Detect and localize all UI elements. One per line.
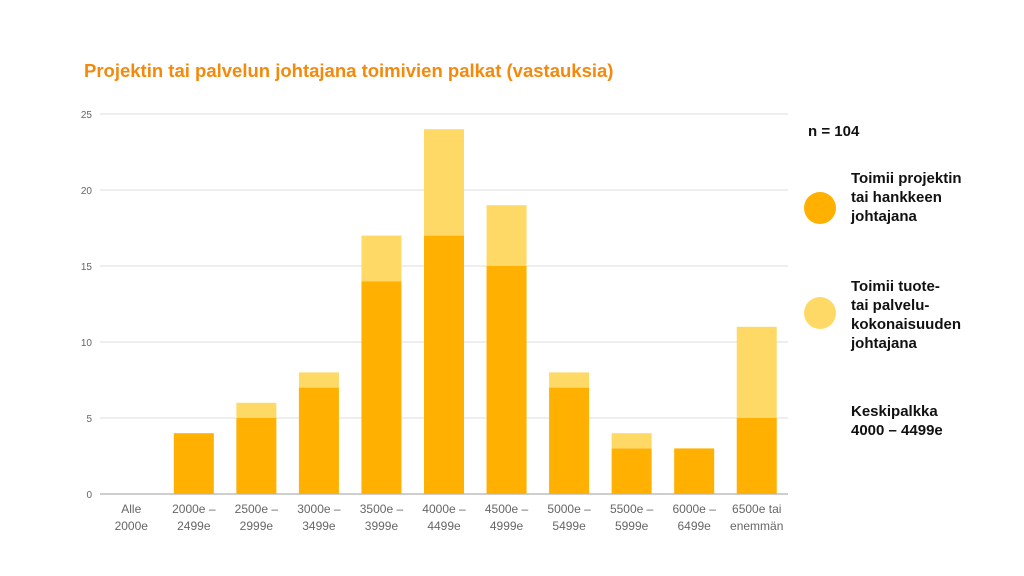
legend-label-product: Toimii tuote- tai palvelu- kokonaisuuden… bbox=[851, 277, 961, 353]
bar-project bbox=[611, 448, 652, 494]
legend-swatch-product bbox=[804, 297, 836, 329]
note-line: 4000 – 4499e bbox=[851, 422, 943, 439]
x-tick-label: 6000e – bbox=[672, 502, 716, 516]
legend-label-project: Toimii projektin tai hankkeen johtajana bbox=[851, 169, 962, 226]
y-tick-labels: 0 5 10 15 20 25 bbox=[81, 110, 93, 501]
note-line: Keskipalkka bbox=[851, 403, 938, 420]
x-tick-label: 2500e – bbox=[235, 502, 279, 516]
x-tick-label: 3500e – bbox=[360, 502, 404, 516]
chart-title: Projektin tai palvelun johtajana toimivi… bbox=[84, 60, 614, 81]
x-tick-label: 3000e – bbox=[297, 502, 341, 516]
y-tick-label: 15 bbox=[81, 262, 93, 273]
y-tick-label: 20 bbox=[81, 186, 93, 197]
x-tick-label: 2000e bbox=[115, 519, 149, 533]
x-tick-label: 5499e bbox=[552, 519, 586, 533]
x-tick-label: 4999e bbox=[490, 519, 524, 533]
legend-line: Toimii projektin bbox=[851, 170, 962, 187]
legend-line: johtajana bbox=[851, 335, 917, 352]
x-tick-label: 4499e bbox=[427, 519, 461, 533]
legend-line: kokonaisuuden bbox=[851, 316, 962, 333]
bar-project bbox=[549, 387, 590, 494]
bar-product bbox=[298, 372, 339, 388]
x-tick-label: enemmän bbox=[730, 519, 783, 533]
legend-line: johtajana bbox=[851, 208, 917, 225]
bars bbox=[173, 129, 777, 494]
bar-product bbox=[361, 235, 402, 282]
x-tick-label: Alle bbox=[121, 502, 141, 516]
bar-project bbox=[486, 266, 527, 494]
y-tick-label: 0 bbox=[86, 490, 92, 501]
bar-project bbox=[236, 418, 277, 494]
x-tick-label: 6500e tai bbox=[732, 502, 781, 516]
bar-product bbox=[611, 433, 652, 449]
legend-line: tai palvelu- bbox=[851, 297, 930, 314]
bar-project bbox=[173, 433, 214, 494]
bar-project bbox=[674, 448, 715, 494]
sample-size-label: n = 104 bbox=[808, 123, 860, 140]
bar-product bbox=[424, 129, 464, 236]
y-tick-label: 25 bbox=[81, 110, 93, 121]
x-tick-label: 3999e bbox=[365, 519, 399, 533]
average-salary-note: Keskipalkka 4000 – 4499e bbox=[851, 402, 943, 440]
bar-project bbox=[736, 418, 777, 494]
legend-line: tai hankkeen bbox=[851, 189, 942, 206]
y-tick-label: 5 bbox=[86, 414, 92, 425]
x-tick-label: 3499e bbox=[302, 519, 336, 533]
x-tick-label: 2999e bbox=[240, 519, 274, 533]
x-tick-label: 6499e bbox=[677, 519, 711, 533]
x-tick-label: 2499e bbox=[177, 519, 211, 533]
x-tick-label: 5999e bbox=[615, 519, 649, 533]
x-tick-labels: Alle 2000e 2000e – 2499e 2500e – 2999e 3000e –… bbox=[115, 502, 784, 533]
x-tick-label: 4500e – bbox=[485, 502, 529, 516]
bar-product bbox=[486, 205, 527, 266]
bar-project bbox=[298, 387, 339, 494]
x-tick-label: 5500e – bbox=[610, 502, 654, 516]
legend-swatch-project bbox=[804, 192, 836, 224]
x-tick-label: 2000e – bbox=[172, 502, 216, 516]
bar-project bbox=[424, 235, 464, 494]
x-tick-label: 5000e – bbox=[547, 502, 591, 516]
legend-line: Toimii tuote- bbox=[851, 278, 940, 295]
bar-product bbox=[549, 372, 590, 388]
bar-project bbox=[361, 281, 402, 494]
x-tick-label: 4000e – bbox=[422, 502, 466, 516]
bar-product bbox=[236, 402, 277, 418]
bar-product bbox=[736, 326, 777, 418]
y-tick-label: 10 bbox=[81, 338, 93, 349]
